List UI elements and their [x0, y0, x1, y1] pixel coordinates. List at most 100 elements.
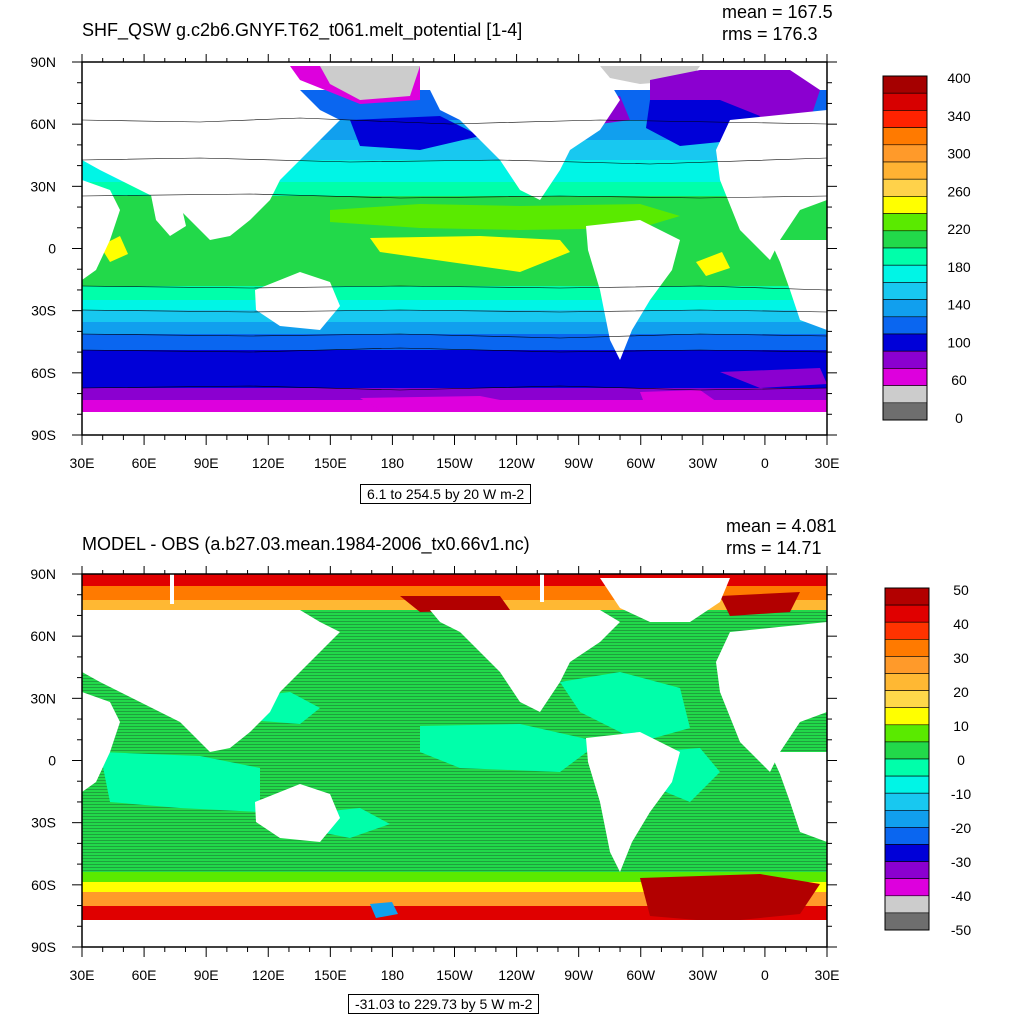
colorbar-swatch — [882, 247, 928, 266]
colorbar-swatch — [882, 75, 928, 94]
colorbar-label: 20 — [953, 684, 969, 700]
colorbar-swatch — [882, 316, 928, 335]
colorbar-label: 10 — [953, 718, 969, 734]
colorbar-label: 140 — [947, 297, 971, 313]
colorbar-swatch — [884, 707, 930, 726]
lat-tick-label: 30N — [30, 690, 56, 706]
colorbar-label: 220 — [947, 221, 971, 237]
colorbar-swatch — [882, 230, 928, 249]
lon-tick-label: 90W — [564, 967, 594, 983]
colorbar-label: -10 — [951, 786, 971, 802]
colorbar-label: -50 — [951, 922, 971, 938]
colorbar-swatch — [884, 587, 930, 606]
lon-tick-label: 60W — [626, 455, 656, 471]
colorbar-swatch — [882, 161, 928, 180]
map-plot: 30E 60E 90E 120E 150E 180 150W 120W 90W 60W 30W 0 30… — [30, 566, 971, 983]
lat-tick-label: 0 — [48, 241, 56, 257]
lat-tick-label: 90S — [31, 427, 56, 443]
colorbar-swatch — [884, 878, 930, 897]
colorbar-swatch — [882, 178, 928, 197]
lon-tick-label: 30E — [70, 967, 95, 983]
lat-tick-label: 60N — [30, 628, 56, 644]
colorbar-swatch — [882, 110, 928, 128]
colorbar-label: 180 — [947, 259, 971, 275]
lon-tick-label: 120W — [498, 967, 535, 983]
lon-tick-label: 90W — [564, 455, 594, 471]
rms-value: rms = 176.3 — [722, 24, 818, 44]
colorbar-swatch — [884, 792, 930, 811]
colorbar-label: -40 — [951, 888, 971, 904]
colorbar-swatch — [882, 144, 928, 163]
colorbar-label: 40 — [953, 616, 969, 632]
panel-title: MODEL - OBS (a.b27.03.mean.1984-2006_tx0… — [82, 534, 530, 554]
lat-tick-label: 60N — [30, 116, 56, 132]
lon-tick-label: 0 — [761, 455, 769, 471]
lon-tick-label: 60W — [626, 967, 656, 983]
colorbar-swatch — [882, 196, 928, 214]
lon-tick-label: 0 — [761, 967, 769, 983]
colorbar: 400 340 300 260 220 180 140 100 60 0 — [882, 70, 971, 426]
colorbar-swatch — [882, 127, 928, 146]
colorbar-swatch — [882, 213, 928, 232]
lon-tick-label: 120E — [252, 455, 285, 471]
colorbar-swatch — [884, 656, 930, 674]
colorbar-swatch — [882, 350, 928, 369]
lon-tick-label: 30E — [815, 967, 840, 983]
colorbar-label: 60 — [951, 372, 967, 388]
lat-tick-label: 30N — [30, 178, 56, 194]
lon-tick-label: 30E — [70, 455, 95, 471]
rms-value: rms = 14.71 — [726, 538, 822, 558]
mean-value: mean = 167.5 — [722, 2, 833, 22]
lat-tick-label: 60S — [31, 877, 56, 893]
lat-tick-label: 90N — [30, 54, 56, 70]
colorbar-swatch — [884, 724, 930, 743]
colorbar-label: 30 — [953, 650, 969, 666]
lon-tick-label: 60E — [132, 455, 157, 471]
colorbar-label: 260 — [947, 183, 971, 199]
colorbar-swatch — [882, 264, 928, 283]
colorbar-swatch — [884, 758, 930, 777]
lat-tick-label: 90N — [30, 566, 56, 582]
lon-tick-label: 150W — [436, 967, 473, 983]
colorbar-label: -30 — [951, 854, 971, 870]
lon-tick-label: 30E — [815, 455, 840, 471]
colorbar-swatch — [884, 775, 930, 794]
lon-tick-label: 180 — [381, 455, 405, 471]
colorbar-swatch — [882, 92, 928, 111]
contour-info: 6.1 to 254.5 by 20 W m-2 — [360, 484, 532, 504]
lon-tick-label: 120W — [498, 455, 535, 471]
colorbar-swatch — [884, 912, 930, 931]
lat-tick-label: 90S — [31, 939, 56, 955]
colorbar-swatch — [884, 639, 930, 657]
panel-title: SHF_QSW g.c2b6.GNYF.T62_t061.melt_potent… — [82, 20, 523, 40]
lon-tick-label: 150W — [436, 455, 473, 471]
colorbar-label: 400 — [947, 70, 971, 86]
colorbar-swatch — [884, 861, 930, 880]
colorbar: 50 40 30 20 10 0 -10 -20 -30 -40 -50 — [884, 582, 971, 938]
lat-tick-label: 30S — [31, 815, 56, 831]
colorbar-label: 0 — [955, 410, 963, 426]
lon-tick-label: 150E — [314, 455, 347, 471]
colorbar-swatch — [884, 673, 930, 691]
colorbar-swatch — [882, 282, 928, 300]
lat-tick-label: 60S — [31, 365, 56, 381]
lon-tick-label: 150E — [314, 967, 347, 983]
colorbar-swatch — [884, 895, 930, 914]
map-plot: 30E 60E 90E 120E 150E 180 150W 120W 90W 60W 30W 0 30… — [30, 54, 971, 471]
colorbar-swatch — [882, 368, 928, 386]
lon-tick-label: 90E — [194, 455, 219, 471]
colorbar-label: 340 — [947, 108, 971, 124]
lon-tick-label: 30W — [688, 967, 718, 983]
colorbar-label: 0 — [957, 752, 965, 768]
colorbar-swatch — [882, 299, 928, 318]
colorbar-swatch — [882, 402, 928, 421]
colorbar-label: 300 — [947, 146, 971, 162]
colorbar-swatch — [884, 741, 930, 760]
lat-tick-label: 30S — [31, 303, 56, 319]
colorbar-label: 50 — [953, 582, 969, 598]
colorbar-swatch — [884, 690, 930, 709]
mean-value: mean = 4.081 — [726, 516, 837, 536]
colorbar-swatch — [884, 604, 930, 623]
panel-melt-potential: SHF_QSW g.c2b6.GNYF.T62_t061.melt_potent… — [30, 2, 971, 504]
lon-tick-label: 90E — [194, 967, 219, 983]
